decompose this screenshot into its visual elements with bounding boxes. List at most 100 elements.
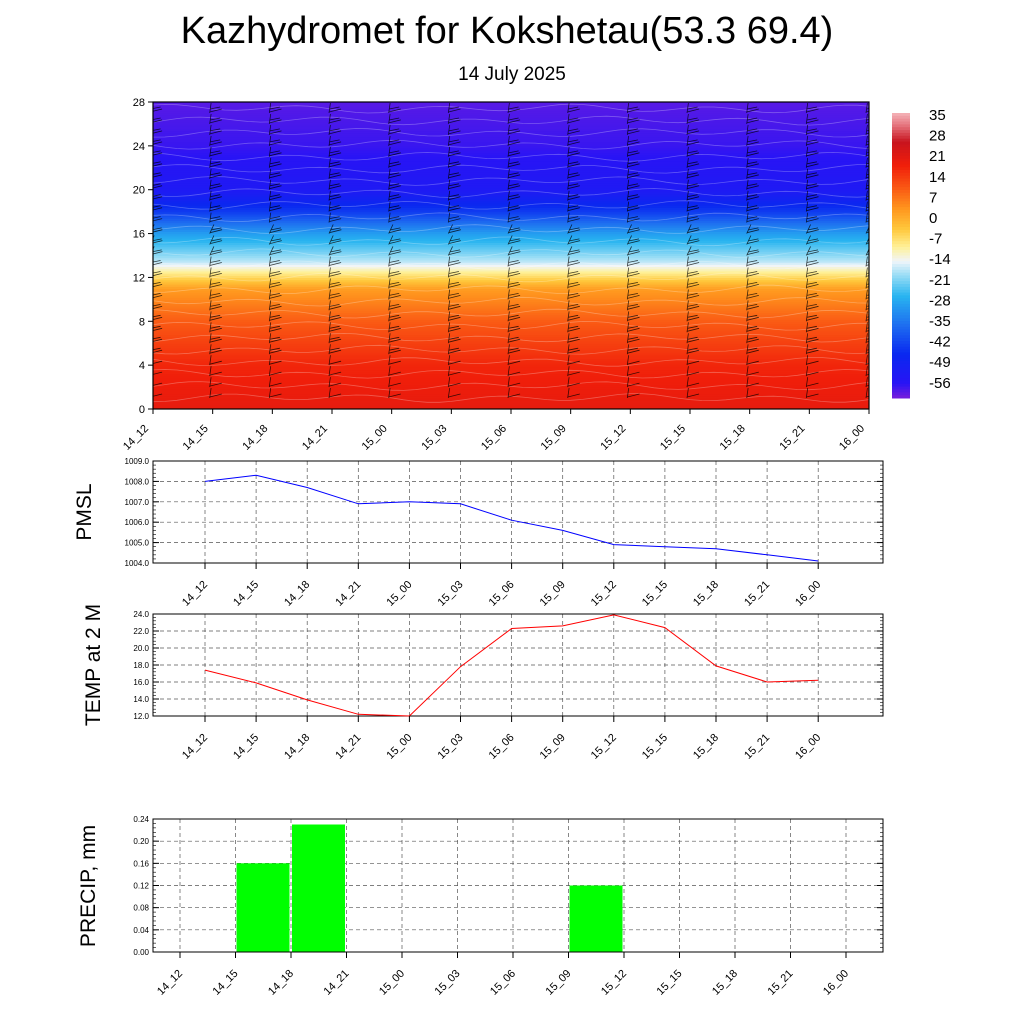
wind-barb bbox=[328, 267, 342, 278]
colorbar-band bbox=[892, 335, 910, 339]
wind-barb bbox=[626, 355, 640, 366]
wind-barb bbox=[209, 135, 222, 146]
wind-barb bbox=[805, 201, 819, 212]
heat-band bbox=[153, 288, 869, 292]
heat-band bbox=[153, 126, 869, 129]
wind-barb bbox=[268, 124, 282, 135]
wind-barb bbox=[567, 179, 580, 190]
wind-barb bbox=[567, 300, 580, 311]
colorbar-band bbox=[892, 392, 910, 396]
colorbar-band bbox=[892, 249, 910, 254]
wind-barb bbox=[567, 212, 580, 223]
wind-barb bbox=[567, 344, 580, 355]
colorbar-band bbox=[892, 363, 910, 368]
wind-barb bbox=[805, 224, 819, 234]
contour-line bbox=[153, 320, 869, 331]
wind-barb bbox=[328, 190, 342, 201]
wind-barb bbox=[153, 282, 163, 288]
wind-barb bbox=[746, 103, 759, 114]
wind-barb bbox=[209, 201, 222, 212]
x-tick-label: 14_21 bbox=[300, 423, 330, 453]
heat-band bbox=[153, 222, 869, 226]
wind-barb bbox=[447, 103, 461, 114]
colorbar-band bbox=[892, 178, 910, 182]
wind-barb bbox=[447, 344, 461, 355]
heat-band bbox=[153, 360, 869, 364]
x-tick-label: 14_12 bbox=[121, 423, 151, 453]
wind-barb bbox=[507, 157, 521, 168]
wind-barb bbox=[388, 103, 401, 114]
heat-band bbox=[153, 281, 869, 285]
wind-barb bbox=[805, 179, 819, 190]
colorbar-band bbox=[892, 375, 910, 379]
heat-band bbox=[153, 172, 869, 175]
colorbar-band bbox=[892, 372, 910, 376]
wind-barb bbox=[268, 333, 282, 344]
colorbar-band bbox=[892, 298, 910, 302]
wind-barb bbox=[268, 246, 282, 256]
wind-barb bbox=[626, 311, 640, 322]
wind-barb bbox=[388, 113, 401, 124]
colorbar-band bbox=[892, 118, 910, 123]
heat-band bbox=[153, 104, 869, 107]
wind-barb bbox=[153, 293, 163, 299]
wind-barb bbox=[507, 333, 521, 344]
heat-band bbox=[153, 341, 869, 344]
heat-band bbox=[153, 218, 869, 222]
colorbar-band bbox=[892, 284, 910, 288]
heat-band bbox=[153, 174, 869, 178]
colorbar-band bbox=[892, 272, 910, 276]
wind-barb bbox=[507, 135, 521, 146]
wind-barb bbox=[328, 344, 342, 355]
wind-barb bbox=[567, 311, 580, 322]
wind-barb bbox=[507, 366, 521, 377]
wind-barb bbox=[388, 246, 402, 256]
x-tick-label: 14_15 bbox=[231, 579, 261, 609]
wind-barb bbox=[268, 289, 282, 300]
colorbar-band bbox=[892, 346, 910, 351]
heat-band bbox=[153, 128, 869, 132]
heat-band bbox=[153, 266, 869, 270]
wind-barb bbox=[328, 377, 342, 388]
wind-barb bbox=[805, 278, 819, 289]
wind-barb bbox=[865, 103, 869, 114]
wind-barb bbox=[153, 172, 163, 178]
colorbar-band bbox=[892, 261, 910, 265]
wind-barb bbox=[805, 267, 819, 278]
colorbar-band bbox=[892, 215, 910, 219]
wind-barb bbox=[153, 194, 163, 200]
wind-barb bbox=[686, 311, 700, 322]
heat-band bbox=[153, 226, 869, 230]
wind-barb bbox=[865, 278, 869, 289]
wind-barb bbox=[865, 355, 869, 366]
x-tick-label: 15_00 bbox=[360, 423, 390, 453]
colorbar-band bbox=[892, 352, 910, 356]
heat-band bbox=[153, 343, 869, 346]
x-tick-label: 14_15 bbox=[231, 732, 261, 762]
heat-band bbox=[153, 327, 869, 331]
heat-band bbox=[153, 209, 869, 213]
heat-band bbox=[153, 240, 869, 243]
wind-barb bbox=[626, 377, 640, 388]
colorbar-band bbox=[892, 309, 910, 313]
wind-barb bbox=[865, 190, 869, 201]
wind-barb bbox=[626, 256, 640, 267]
wind-barb bbox=[686, 212, 700, 223]
colorbar-band bbox=[892, 189, 910, 194]
wind-barb bbox=[328, 168, 342, 179]
wind-barb bbox=[209, 103, 222, 114]
heat-band bbox=[153, 365, 869, 368]
wind-barb bbox=[388, 300, 401, 311]
heat-band bbox=[153, 303, 869, 307]
wind-barb bbox=[507, 190, 521, 201]
contour-line bbox=[153, 308, 869, 319]
wind-barb bbox=[746, 344, 759, 355]
y-tick-label: 16 bbox=[133, 229, 145, 241]
wind-barb bbox=[447, 377, 461, 388]
wind-barb bbox=[805, 146, 819, 157]
colorbar-band bbox=[892, 204, 910, 208]
colorbar-band bbox=[892, 281, 910, 285]
heat-band bbox=[153, 268, 869, 272]
wind-barb bbox=[686, 135, 700, 146]
precip-panel: 0.00 0.04 0.08 0.12 0.16 0.20 0.24 14_12 14_15 1… bbox=[77, 815, 884, 998]
